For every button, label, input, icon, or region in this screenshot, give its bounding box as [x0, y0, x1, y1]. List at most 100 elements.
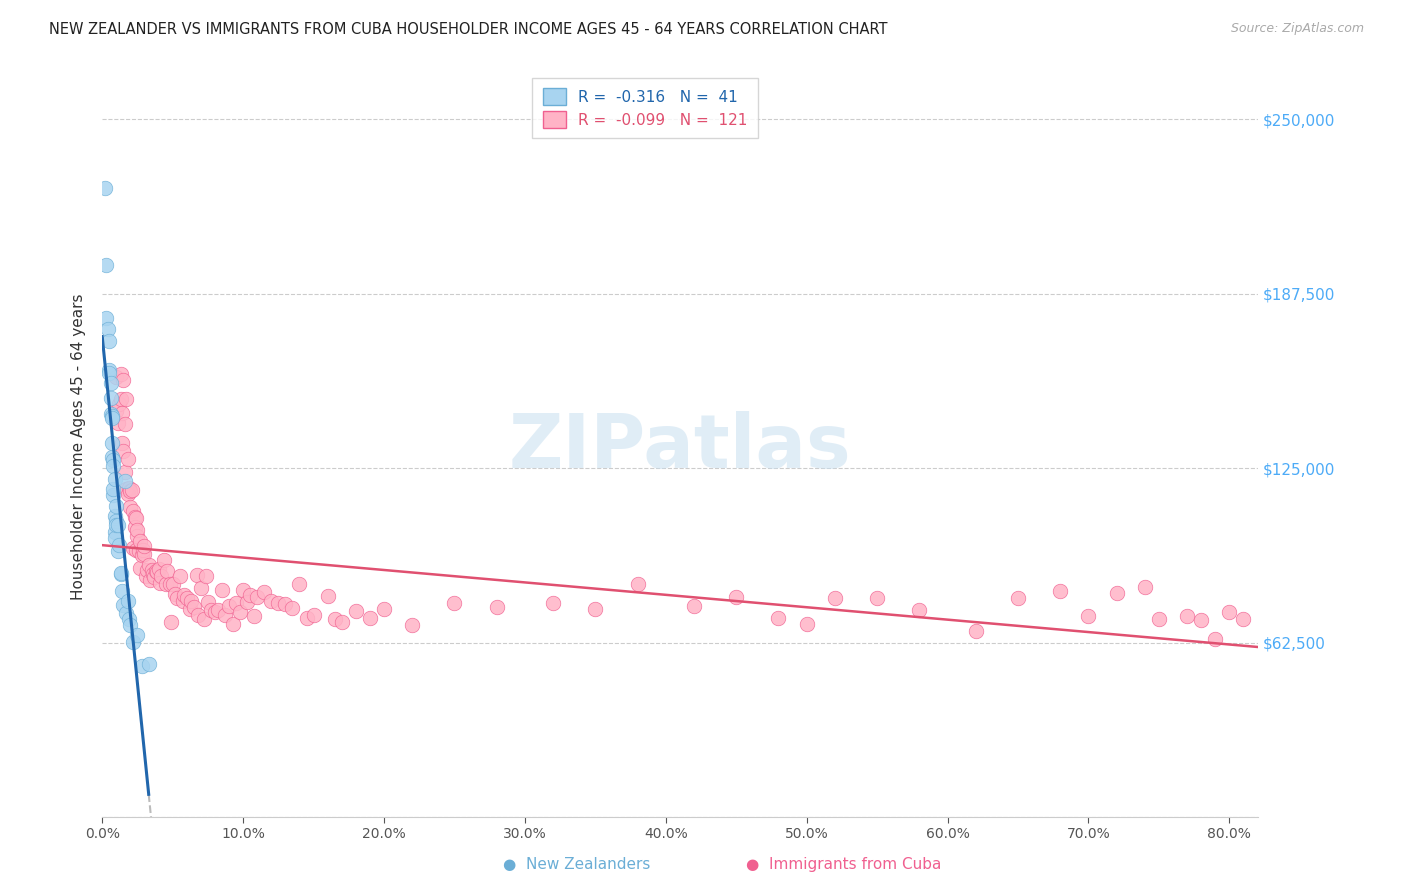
Point — [110, 566, 132, 580]
Point — [108, 397, 131, 411]
Point — [120, 618, 142, 632]
Point — [323, 612, 346, 626]
Point — [120, 500, 142, 514]
Point — [111, 584, 134, 599]
Point — [1218, 605, 1240, 619]
Text: ZIPatlas: ZIPatlas — [509, 410, 851, 483]
Point — [104, 509, 127, 524]
Point — [965, 624, 987, 639]
Point — [124, 519, 146, 533]
Point — [105, 499, 128, 513]
Point — [110, 567, 132, 582]
Point — [236, 595, 259, 609]
Point — [114, 417, 136, 431]
Point — [115, 482, 138, 496]
Point — [260, 594, 283, 608]
Point — [107, 517, 129, 532]
Point — [105, 403, 128, 417]
Text: ●  New Zealanders: ● New Zealanders — [503, 857, 650, 872]
Point — [127, 628, 149, 642]
Point — [626, 577, 648, 591]
Point — [1175, 608, 1198, 623]
Point — [1147, 612, 1170, 626]
Point — [281, 601, 304, 615]
Point — [145, 564, 167, 578]
Point — [274, 597, 297, 611]
Point — [114, 465, 136, 479]
Point — [98, 334, 121, 348]
Point — [225, 596, 247, 610]
Text: ●  Immigrants from Cuba: ● Immigrants from Cuba — [747, 857, 941, 872]
Point — [100, 376, 122, 391]
Point — [101, 435, 124, 450]
Point — [136, 563, 159, 577]
Point — [117, 452, 139, 467]
Point — [111, 435, 134, 450]
Point — [316, 589, 339, 603]
Point — [222, 617, 245, 632]
Point — [1232, 612, 1254, 626]
Point — [229, 606, 252, 620]
Y-axis label: Householder Income Ages 45 - 64 years: Householder Income Ages 45 - 64 years — [72, 294, 86, 600]
Point — [1007, 591, 1029, 606]
Point — [218, 599, 240, 614]
Point — [105, 370, 128, 384]
Point — [1049, 584, 1071, 599]
Point — [183, 599, 205, 614]
Point — [187, 607, 209, 622]
Point — [124, 510, 146, 524]
Point — [112, 443, 135, 458]
Point — [344, 604, 367, 618]
Point — [129, 534, 152, 549]
Point — [104, 524, 127, 539]
Point — [246, 590, 269, 604]
Point — [117, 594, 139, 608]
Point — [155, 576, 177, 591]
Point — [193, 612, 215, 626]
Point — [96, 258, 118, 272]
Point — [160, 615, 183, 629]
Point — [125, 510, 148, 524]
Point — [153, 553, 176, 567]
Point — [103, 482, 125, 496]
Point — [796, 616, 818, 631]
Point — [135, 569, 157, 583]
Point — [103, 458, 125, 473]
Point — [141, 563, 163, 577]
Point — [112, 599, 135, 613]
Point — [143, 570, 166, 584]
Point — [207, 602, 229, 616]
Text: NEW ZEALANDER VS IMMIGRANTS FROM CUBA HOUSEHOLDER INCOME AGES 45 - 64 YEARS CORR: NEW ZEALANDER VS IMMIGRANTS FROM CUBA HO… — [49, 22, 887, 37]
Point — [176, 591, 198, 605]
Point — [131, 549, 153, 563]
Point — [156, 564, 179, 578]
Point — [148, 562, 170, 576]
Point — [149, 576, 172, 591]
Point — [138, 558, 160, 572]
Point — [683, 599, 706, 613]
Point — [142, 567, 165, 582]
Point — [103, 488, 125, 502]
Point — [373, 602, 395, 616]
Point — [103, 453, 125, 467]
Point — [100, 392, 122, 406]
Point — [186, 568, 208, 582]
Point — [118, 612, 141, 626]
Point — [114, 474, 136, 488]
Point — [117, 487, 139, 501]
Point — [173, 588, 195, 602]
Point — [125, 543, 148, 558]
Point — [115, 606, 138, 620]
Point — [108, 538, 131, 552]
Point — [1189, 613, 1212, 627]
Point — [197, 595, 219, 609]
Point — [101, 409, 124, 423]
Point — [122, 504, 145, 518]
Point — [96, 310, 118, 325]
Point — [94, 181, 117, 195]
Point — [162, 577, 184, 591]
Point — [100, 407, 122, 421]
Point — [131, 659, 153, 673]
Point — [107, 543, 129, 558]
Point — [401, 617, 423, 632]
